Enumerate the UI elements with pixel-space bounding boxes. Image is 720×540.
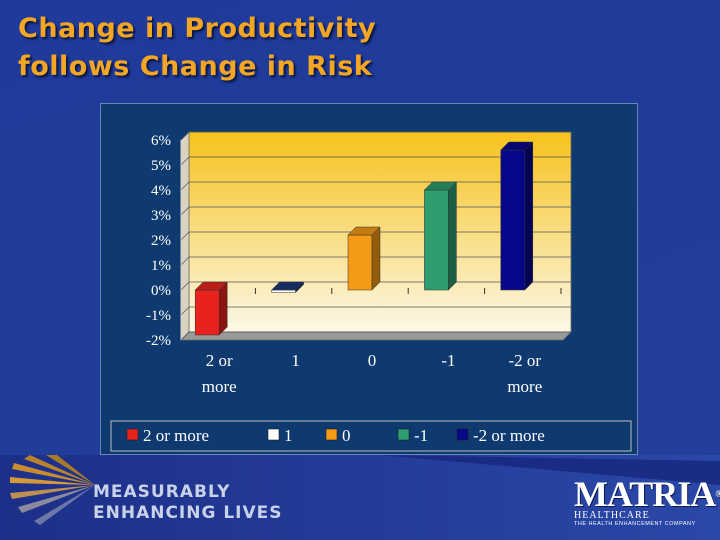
bar-5 <box>500 141 534 291</box>
x-tick-label: -1 <box>441 351 455 370</box>
bar-front <box>347 234 373 291</box>
chart-panel: -2% -1% 0% 1% 2% 3% 4% 5% 6% 2 or more 1 0 -1 -2 or mor… <box>100 103 638 455</box>
bar-top <box>194 281 228 291</box>
y-tick-label: 2% <box>151 233 171 249</box>
tagline-line-2: ENHANCING LIVES <box>93 503 283 523</box>
x-tick-label: 2 or <box>206 351 233 370</box>
y-tick-label: 6% <box>151 133 171 149</box>
y-tick-label: -1% <box>146 308 171 324</box>
gridline-side <box>180 206 190 216</box>
bar-front <box>271 289 296 293</box>
gridline-side <box>180 181 190 191</box>
legend-label-5: -2 or more <box>473 426 545 445</box>
bar-side <box>448 181 457 291</box>
legend-label-4: -1 <box>414 426 428 445</box>
brand-subtitle: HEALTHCARE <box>574 510 650 521</box>
legend-label-3: 0 <box>342 426 351 445</box>
legend-box <box>110 420 632 452</box>
legend-swatch-3 <box>325 428 338 441</box>
gridline-side <box>180 131 190 141</box>
brand-name-text: MATRIA <box>574 474 716 514</box>
footer-swoosh-graphic <box>0 455 720 540</box>
title-line-2: follows Change in Risk <box>18 51 373 82</box>
legend-swatch-4 <box>397 428 410 441</box>
y-tick-label: 5% <box>151 158 171 174</box>
title-line-1: Change in Productivity <box>18 13 377 44</box>
brand-slogan: THE HEALTH ENHANCEMENT COMPANY <box>574 521 696 527</box>
bar-side <box>524 141 534 291</box>
gridline-side <box>180 281 190 291</box>
plot-floor <box>180 331 572 341</box>
bar-top <box>500 141 534 151</box>
slide-title: Change in Productivity follows Change in… <box>18 10 578 86</box>
sunburst-icon <box>10 455 95 525</box>
bar-4 <box>423 181 458 291</box>
legend-swatch-5 <box>456 428 469 441</box>
bar-side <box>371 226 381 291</box>
bar-chart: -2% -1% 0% 1% 2% 3% 4% 5% 6% 2 or more 1 0 -1 -2 or mor… <box>110 131 632 452</box>
x-tick-label: 1 <box>291 351 300 370</box>
bar-top <box>347 226 381 236</box>
y-tick-label: 4% <box>151 183 171 199</box>
legend-swatch-1 <box>126 428 139 441</box>
legend-label-1: 2 or more <box>143 426 209 445</box>
x-tick-label: more <box>202 377 237 396</box>
bar-3 <box>347 226 381 291</box>
x-tick-label: more <box>507 377 542 396</box>
bar-front <box>194 289 220 336</box>
gridline-side <box>180 331 190 341</box>
y-tick-label: 3% <box>151 208 171 224</box>
bar-2 <box>270 281 305 294</box>
legend-swatch-2 <box>267 428 280 441</box>
y-tick-label: 0% <box>151 283 171 299</box>
bar-front <box>424 189 449 291</box>
gridline-side <box>180 306 190 316</box>
bar-top <box>423 181 458 191</box>
matria-logo: MATRIA® HEALTHCARE THE HEALTH ENHANCEMEN… <box>574 476 720 536</box>
x-tick-label: -2 or <box>509 351 542 370</box>
tagline-line-1: MEASURABLY <box>93 482 231 502</box>
legend-label-2: 1 <box>284 426 293 445</box>
bar-front <box>500 149 526 291</box>
y-tick-label: -2% <box>146 333 171 349</box>
bar-top <box>270 281 305 291</box>
brand-name: MATRIA® <box>574 476 720 512</box>
bar-1 <box>194 281 228 336</box>
x-tick-label: 0 <box>368 351 377 370</box>
tagline: MEASURABLY ENHANCING LIVES <box>93 482 283 524</box>
registered-mark: ® <box>715 489 720 499</box>
gridline-side <box>180 256 190 266</box>
bar-side <box>218 281 228 336</box>
gridline-side <box>180 231 190 241</box>
y-tick-label: 1% <box>151 258 171 274</box>
gridline-side <box>180 156 190 166</box>
